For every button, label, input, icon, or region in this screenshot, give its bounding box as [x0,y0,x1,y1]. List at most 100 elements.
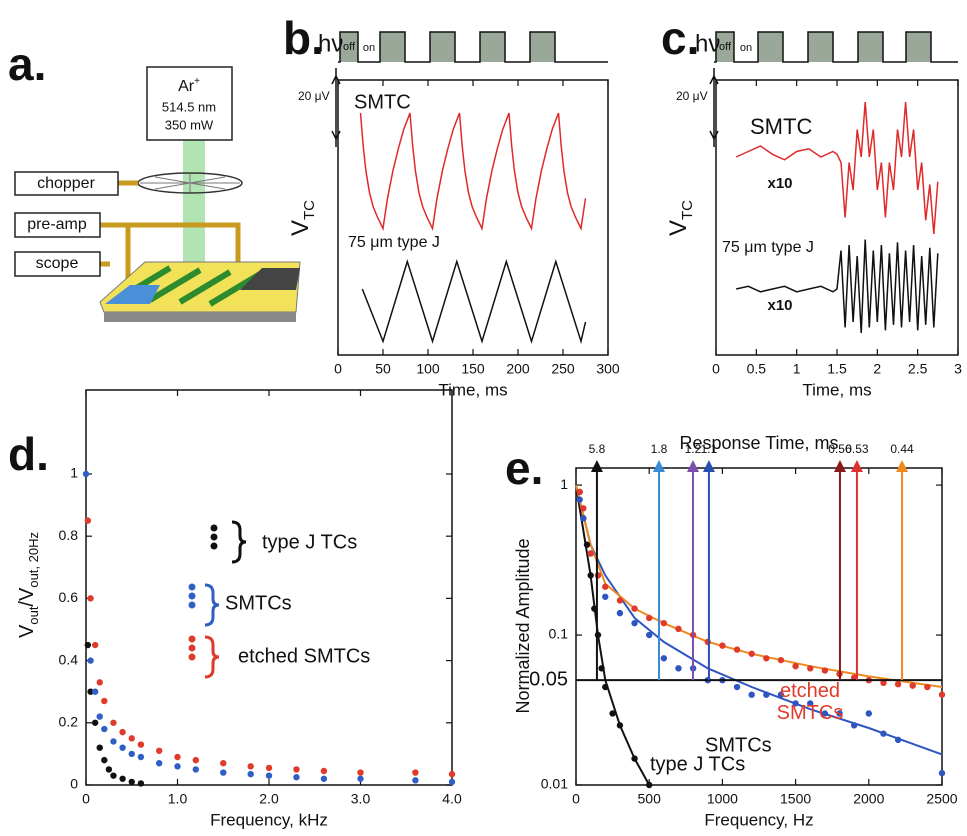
data-point [101,725,108,733]
data-point [587,572,594,579]
data-point [265,764,273,772]
data-point [704,638,711,646]
data-point [96,679,103,686]
y-axis-label: VTC [665,200,696,236]
legend-brace [204,583,220,627]
x-tick-label: 100 [416,361,440,377]
data-point [84,517,92,524]
chopper-signal [338,31,958,63]
legend-swatch [210,524,218,532]
square-wave [338,31,608,63]
contact-pad [240,268,300,290]
y-axis-label-sub: out, 20Hz [26,532,41,588]
series-note: x10 [767,297,792,314]
data-point [87,657,94,664]
y-axis-label: Normalized Amplitude [513,538,533,713]
data-point [631,605,638,612]
x-tick-label: 3 [954,361,962,377]
data-point [174,763,181,770]
y-axis-label: Vout/Vout, 20Hz [16,532,41,638]
x-tick-label: 1 [793,361,801,377]
data-point [594,631,602,639]
data-point [91,641,99,649]
data-point [850,722,858,729]
arrow-label: 0.56 [828,442,852,456]
fit-curve [575,484,943,756]
x-tick-label: 1.5 [827,361,847,377]
fit-curve [575,484,651,786]
data-point [763,655,770,662]
data-point [448,778,456,786]
off-label: off [719,41,732,53]
data-point [616,609,624,617]
data-point [293,774,300,781]
data-point [880,730,887,737]
data-point [293,766,300,773]
legend-swatch [188,583,196,591]
data-point [119,744,126,751]
data-point [807,665,814,672]
y-axis-label-sub: TC [679,200,696,220]
legend-swatch [188,601,196,609]
data-point [938,769,946,777]
data-point [137,741,145,748]
scale-bar-arrow [709,74,719,141]
scale-bar-label: 20 μV [676,89,708,103]
data-point [924,683,931,691]
chopper-spokes [140,174,240,192]
data-point [777,656,785,664]
data-point [137,753,145,761]
data-point [105,766,113,773]
y-axis-label-sub: out [26,606,41,624]
light-on-block [716,32,931,62]
laser-name: Ar [178,78,195,95]
data-point [646,631,653,639]
scale-bar-arrow [331,74,341,141]
data-point [594,572,602,579]
arrow-head [686,460,699,472]
contact-pad [105,285,160,304]
legend-swatch [210,533,218,541]
data-point [646,781,653,789]
data-point [128,750,135,758]
y-axis-label: V [665,220,692,236]
x-tick-label: 500 [638,791,662,807]
data-point [110,719,117,726]
arrow-label: 1.2 [685,442,702,456]
arrow-head [702,460,715,472]
legend-brace [204,635,220,679]
data-point [719,642,726,649]
data-point [87,688,94,695]
data-point [265,772,273,779]
on-label: on [740,42,752,54]
arrow-label: 0.44 [890,442,914,456]
data-point [880,679,887,687]
data-point [220,769,227,776]
apparatus [14,66,301,322]
x-tick-label: 0 [82,791,90,807]
x-tick-label: 0 [572,791,580,807]
y-tick-label: 1 [560,476,568,492]
laser-spec: 350 mW [165,117,214,132]
series-label: SMTC [750,114,812,139]
plot-frame [85,389,453,786]
x-tick-label: 2.5 [908,361,928,377]
legend-swatch [188,653,196,661]
x-tick-label: 250 [551,361,575,377]
x-tick-label: 4.0 [442,791,462,807]
data-point [119,728,126,736]
y-axis-label: VTC [287,200,318,236]
data-point [821,667,829,674]
box-label: chopper [37,175,95,192]
laser-spec: 514.5 nm [162,99,216,114]
y-axis-label: /V [16,587,38,607]
y-axis-label-sub: TC [301,200,318,220]
data-point [733,683,741,691]
data-point [587,550,594,557]
legend-label: type J TCs [262,531,357,553]
x-tick-label: 1500 [780,791,811,807]
y-tick-label: 0.01 [541,776,568,792]
square-wave [714,31,958,63]
data-point [101,697,108,705]
